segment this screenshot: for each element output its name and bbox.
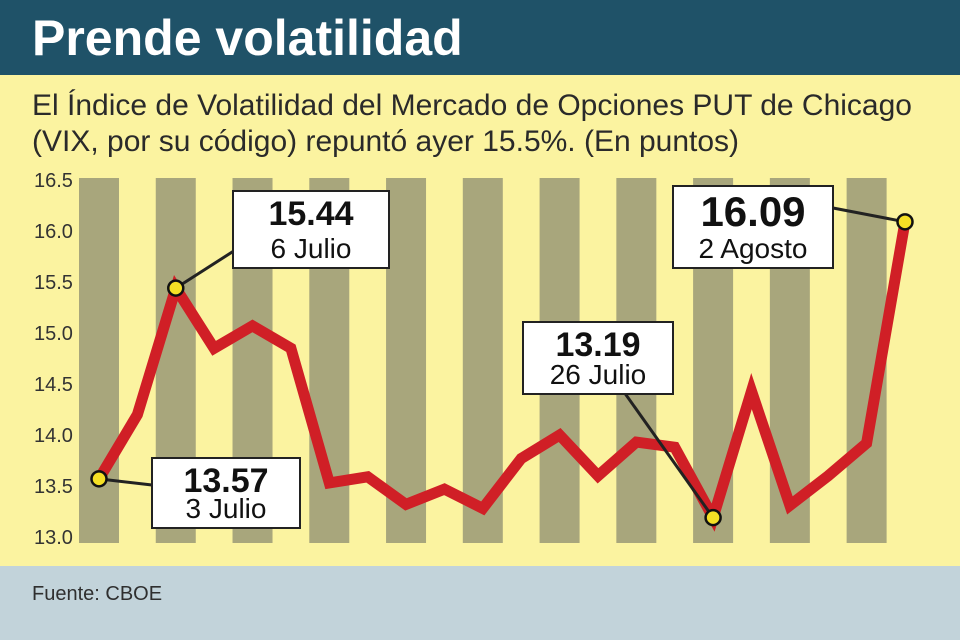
data-label-value: 13.19 (555, 326, 640, 364)
callout-box (151, 457, 301, 529)
source-note: Fuente: CBOE (32, 583, 163, 605)
y-tick-label: 15.5 (34, 272, 73, 294)
y-tick-label: 15.0 (34, 323, 73, 345)
callout-box (232, 190, 390, 269)
y-tick-label: 16.5 (34, 170, 73, 192)
data-label-value: 13.57 (183, 462, 268, 500)
line-chart: 13.0 13.5 14.0 14.5 15.0 15.5 16.0 16.5 13.573 J… (34, 170, 914, 549)
column-stripe (79, 178, 119, 543)
callout-leader (832, 206, 906, 224)
series-line (93, 216, 911, 532)
y-tick-label: 13.5 (34, 476, 73, 498)
callout-leader (622, 391, 715, 519)
callout-box (522, 321, 674, 395)
callout-leader (174, 245, 241, 290)
y-tick-label: 13.0 (34, 527, 73, 549)
callout-box (672, 185, 834, 269)
point-marker (167, 279, 185, 297)
data-label-date: 3 Julio (186, 493, 267, 524)
data-label-date: 2 Agosto (699, 233, 808, 264)
y-tick-label: 14.5 (34, 374, 73, 396)
y-tick-label: 14.0 (34, 425, 73, 447)
point-marker (704, 508, 722, 527)
chart-title: Prende volatilidad (32, 10, 463, 66)
data-label-date: 6 Julio (271, 233, 352, 264)
footer-bar (0, 566, 960, 640)
callout-leader (98, 477, 153, 487)
column-stripe (386, 178, 427, 543)
header-bar: Prende volatilidad (0, 0, 960, 75)
data-label-date: 26 Julio (550, 359, 647, 390)
chart-subtitle: El Índice de Volatilidad del Mercado de … (32, 89, 912, 158)
point-marker (90, 470, 108, 488)
y-tick-label: 16.0 (34, 221, 73, 243)
data-label-value: 16.09 (700, 188, 805, 235)
data-label-value: 15.44 (268, 195, 353, 233)
point-marker (896, 213, 914, 231)
